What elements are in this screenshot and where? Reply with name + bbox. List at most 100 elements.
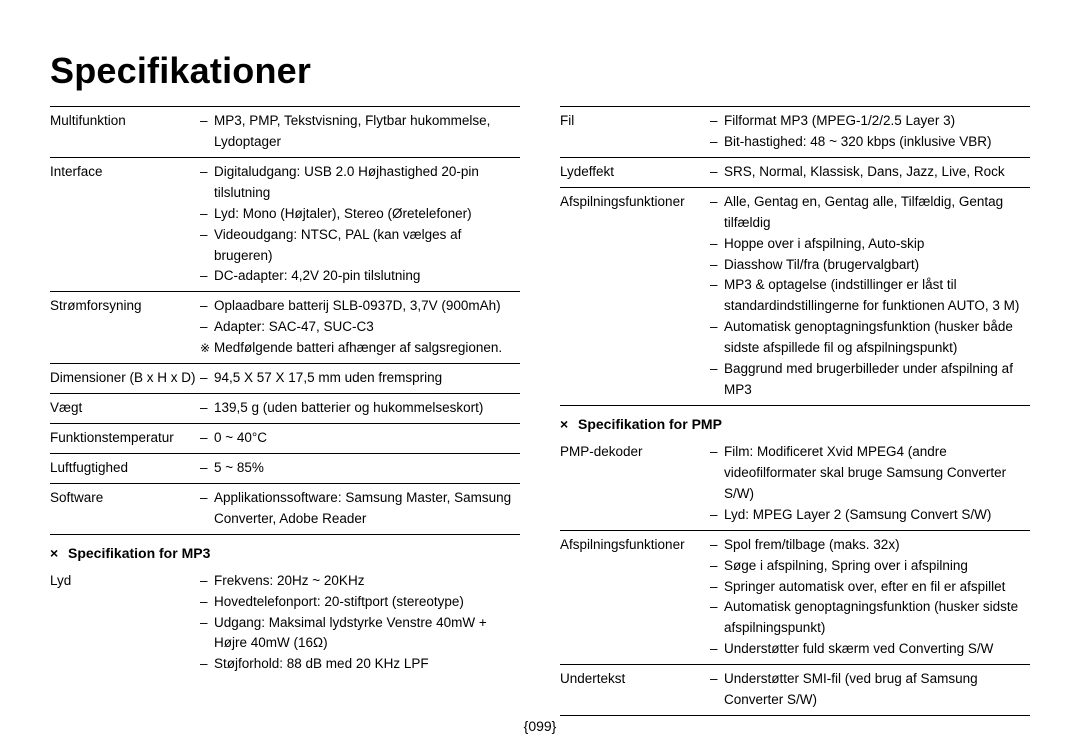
value-line: –5 ~ 85% (200, 458, 520, 479)
spec-label: PMP-dekoder (560, 442, 710, 526)
spec-label: Lyd (50, 571, 200, 676)
value-text: Lyd: Mono (Højtaler), Stereo (Øretelefon… (214, 204, 520, 225)
value-text: Applikationssoftware: Samsung Master, Sa… (214, 488, 520, 530)
value-text: DC-adapter: 4,2V 20-pin tilslutning (214, 266, 520, 287)
value-text: Springer automatisk over, efter en fil e… (724, 577, 1030, 598)
value-line: –Film: Modificeret Xvid MPEG4 (andre vid… (710, 442, 1030, 505)
dash-icon: – (200, 111, 214, 132)
spec-row: Strømforsyning–Oplaadbare batterij SLB-0… (50, 291, 520, 363)
page-root: Specifikationer Multifunktion–MP3, PMP, … (0, 0, 1080, 752)
dash-icon: – (200, 225, 214, 246)
value-line: –Understøtter fuld skærm ved Converting … (710, 639, 1030, 660)
spec-row: Vægt–139,5 g (uden batterier og hukommel… (50, 393, 520, 423)
value-line: –Alle, Gentag en, Gentag alle, Tilfældig… (710, 192, 1030, 234)
dash-icon: – (200, 296, 214, 317)
dash-icon: – (200, 398, 214, 419)
dash-icon: – (200, 613, 214, 634)
value-text: Videoudgang: NTSC, PAL (kan vælges af br… (214, 225, 520, 267)
note-line: Medfølgende batteri afhænger af salgsreg… (200, 338, 520, 359)
value-line: –Frekvens: 20Hz ~ 20KHz (200, 571, 520, 592)
spec-row: Multifunktion–MP3, PMP, Tekstvisning, Fl… (50, 106, 520, 157)
spec-row: Undertekst–Understøtter SMI-fil (ved bru… (560, 664, 1030, 715)
bullet-icon: × (50, 545, 68, 561)
value-line: –Adapter: SAC-47, SUC-C3 (200, 317, 520, 338)
note-text: Medfølgende batteri afhænger af salgsreg… (214, 338, 520, 359)
spec-row: Afspilningsfunktioner–Alle, Gentag en, G… (560, 187, 1030, 405)
dash-icon: – (710, 577, 724, 598)
value-line: –SRS, Normal, Klassisk, Dans, Jazz, Live… (710, 162, 1030, 183)
pmp-rows: PMP-dekoder–Film: Modificeret Xvid MPEG4… (560, 438, 1030, 715)
dash-icon: – (710, 317, 724, 338)
spec-row: Lyd–Frekvens: 20Hz ~ 20KHz–Hovedtelefonp… (50, 567, 520, 680)
spec-label: Vægt (50, 398, 200, 419)
spec-values: –Frekvens: 20Hz ~ 20KHz–Hovedtelefonport… (200, 571, 520, 676)
dash-icon: – (200, 266, 214, 287)
spec-values: –Applikationssoftware: Samsung Master, S… (200, 488, 520, 530)
value-text: Baggrund med brugerbilleder under afspil… (724, 359, 1030, 401)
left-rows: Multifunktion–MP3, PMP, Tekstvisning, Fl… (50, 106, 520, 534)
value-text: Udgang: Maksimal lydstyrke Venstre 40mW … (214, 613, 520, 655)
value-text: Oplaadbare batterij SLB-0937D, 3,7V (900… (214, 296, 520, 317)
dash-icon: – (710, 111, 724, 132)
value-text: 5 ~ 85% (214, 458, 520, 479)
spec-values: –5 ~ 85% (200, 458, 520, 479)
dash-icon: – (710, 556, 724, 577)
dash-icon: – (200, 592, 214, 613)
section-head-mp3: × Specifikation for MP3 (50, 534, 520, 567)
value-line: –MP3, PMP, Tekstvisning, Flytbar hukomme… (200, 111, 520, 153)
spec-values: –Filformat MP3 (MPEG-1/2/2.5 Layer 3)–Bi… (710, 111, 1030, 153)
spec-label: Afspilningsfunktioner (560, 535, 710, 661)
value-line: –Hoppe over i afspilning, Auto-skip (710, 234, 1030, 255)
dash-icon: – (710, 359, 724, 380)
mp3-rows: Lyd–Frekvens: 20Hz ~ 20KHz–Hovedtelefonp… (50, 567, 520, 680)
dash-icon: – (710, 535, 724, 556)
value-line: –139,5 g (uden batterier og hukommelsesk… (200, 398, 520, 419)
value-line: –Diasshow Til/fra (brugervalgbart) (710, 255, 1030, 276)
page-title: Specifikationer (50, 50, 1030, 92)
value-text: Understøtter SMI-fil (ved brug af Samsun… (724, 669, 1030, 711)
value-text: 139,5 g (uden batterier og hukommelsesko… (214, 398, 520, 419)
spec-row: PMP-dekoder–Film: Modificeret Xvid MPEG4… (560, 438, 1030, 530)
spec-row: Software–Applikationssoftware: Samsung M… (50, 483, 520, 534)
value-line: –Hovedtelefonport: 20-stiftport (stereot… (200, 592, 520, 613)
value-text: Understøtter fuld skærm ved Converting S… (724, 639, 1030, 660)
value-line: –Digitaludgang: USB 2.0 Højhastighed 20-… (200, 162, 520, 204)
spec-label: Dimensioner (B x H x D) (50, 368, 200, 389)
value-line: –Lyd: Mono (Højtaler), Stereo (Øretelefo… (200, 204, 520, 225)
spec-values: –Oplaadbare batterij SLB-0937D, 3,7V (90… (200, 296, 520, 359)
value-line: –Spol frem/tilbage (maks. 32x) (710, 535, 1030, 556)
value-text: Diasshow Til/fra (brugervalgbart) (724, 255, 1030, 276)
value-text: Digitaludgang: USB 2.0 Højhastighed 20-p… (214, 162, 520, 204)
spec-row: Interface–Digitaludgang: USB 2.0 Højhast… (50, 157, 520, 292)
value-text: Frekvens: 20Hz ~ 20KHz (214, 571, 520, 592)
dash-icon: – (200, 488, 214, 509)
value-line: –Lyd: MPEG Layer 2 (Samsung Convert S/W) (710, 505, 1030, 526)
value-text: Film: Modificeret Xvid MPEG4 (andre vide… (724, 442, 1030, 505)
value-line: –Filformat MP3 (MPEG-1/2/2.5 Layer 3) (710, 111, 1030, 132)
right-column: Fil–Filformat MP3 (MPEG-1/2/2.5 Layer 3)… (560, 106, 1030, 716)
note-icon (200, 338, 214, 359)
value-line: –Baggrund med brugerbilleder under afspi… (710, 359, 1030, 401)
dash-icon: – (710, 192, 724, 213)
value-text: Bit-hastighed: 48 ~ 320 kbps (inklusive … (724, 132, 1030, 153)
value-text: Filformat MP3 (MPEG-1/2/2.5 Layer 3) (724, 111, 1030, 132)
spec-row: Dimensioner (B x H x D)–94,5 X 57 X 17,5… (50, 363, 520, 393)
section-head-mp3-label: Specifikation for MP3 (68, 545, 210, 561)
value-text: Støjforhold: 88 dB med 20 KHz LPF (214, 654, 520, 675)
dash-icon: – (710, 132, 724, 153)
value-text: Spol frem/tilbage (maks. 32x) (724, 535, 1030, 556)
dash-icon: – (710, 275, 724, 296)
section-head-pmp: × Specifikation for PMP (560, 405, 1030, 438)
value-text: SRS, Normal, Klassisk, Dans, Jazz, Live,… (724, 162, 1030, 183)
dash-icon: – (200, 458, 214, 479)
dash-icon: – (710, 255, 724, 276)
value-text: Automatisk genoptagningsfunktion (husker… (724, 597, 1030, 639)
value-line: –Udgang: Maksimal lydstyrke Venstre 40mW… (200, 613, 520, 655)
spec-values: –Spol frem/tilbage (maks. 32x)–Søge i af… (710, 535, 1030, 661)
section-head-pmp-label: Specifikation for PMP (578, 416, 722, 432)
right-rows: Fil–Filformat MP3 (MPEG-1/2/2.5 Layer 3)… (560, 106, 1030, 405)
value-line: –Støjforhold: 88 dB med 20 KHz LPF (200, 654, 520, 675)
spec-row: Funktionstemperatur–0 ~ 40°C (50, 423, 520, 453)
dash-icon: – (710, 597, 724, 618)
dash-icon: – (710, 505, 724, 526)
